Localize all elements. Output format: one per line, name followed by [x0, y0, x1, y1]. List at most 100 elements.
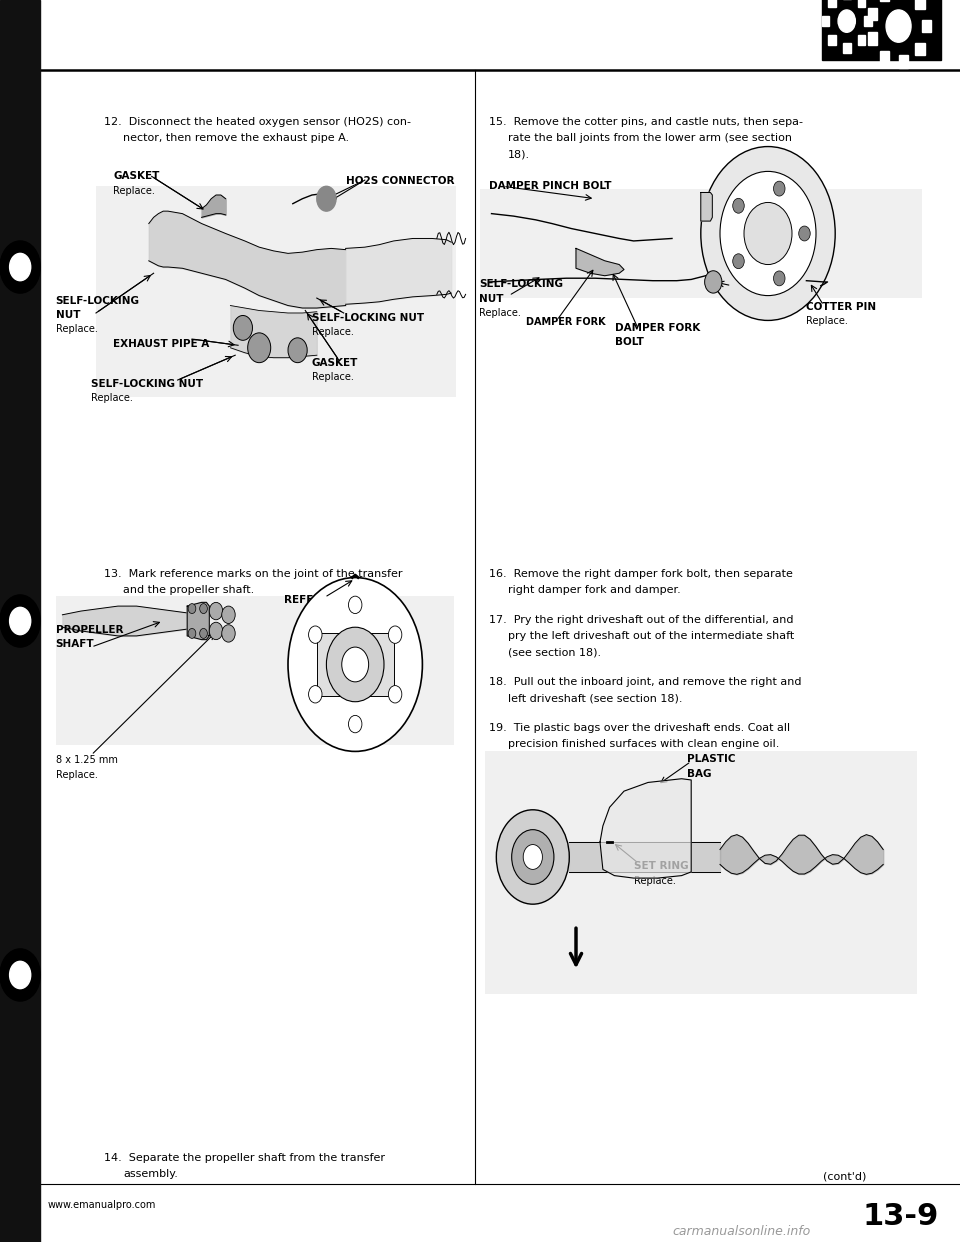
Text: Replace.: Replace.	[56, 770, 98, 780]
Text: Replace.: Replace.	[113, 185, 156, 196]
Circle shape	[200, 628, 207, 638]
Bar	[843, 43, 851, 53]
Circle shape	[10, 253, 31, 281]
Circle shape	[876, 0, 922, 56]
Text: GASKET: GASKET	[312, 358, 358, 368]
Circle shape	[744, 202, 792, 265]
Circle shape	[0, 241, 40, 293]
Circle shape	[886, 10, 911, 42]
Text: 18).: 18).	[508, 149, 530, 159]
Text: 17.  Pry the right driveshaft out of the differential, and: 17. Pry the right driveshaft out of the …	[489, 615, 793, 625]
Circle shape	[389, 686, 402, 703]
Circle shape	[523, 845, 542, 869]
Circle shape	[732, 253, 744, 268]
Bar	[868, 32, 877, 45]
Text: 15.  Remove the cotter pins, and castle nuts, then sepa-: 15. Remove the cotter pins, and castle n…	[489, 117, 803, 127]
Circle shape	[188, 604, 196, 614]
Circle shape	[799, 226, 810, 241]
Bar	[317, 633, 394, 696]
Text: DAMPER PINCH BOLT: DAMPER PINCH BOLT	[489, 181, 612, 191]
Bar	[879, 51, 889, 63]
Bar	[96, 186, 456, 397]
Polygon shape	[187, 602, 209, 640]
Bar	[915, 0, 924, 9]
Bar	[868, 7, 877, 20]
Text: rate the ball joints from the lower arm (see section: rate the ball joints from the lower arm …	[508, 133, 792, 143]
Circle shape	[774, 271, 785, 286]
Bar	[56, 596, 454, 745]
Text: Replace.: Replace.	[56, 324, 98, 334]
Text: EXHAUST PIPE A: EXHAUST PIPE A	[113, 339, 209, 349]
Circle shape	[829, 0, 864, 43]
Circle shape	[10, 961, 31, 989]
Text: 8 x 1.25 mm: 8 x 1.25 mm	[56, 755, 117, 765]
Text: pry the left driveshaft out of the intermediate shaft: pry the left driveshaft out of the inter…	[508, 631, 794, 641]
Text: DAMPER FORK: DAMPER FORK	[615, 323, 701, 333]
Circle shape	[348, 596, 362, 614]
Circle shape	[248, 333, 271, 363]
Text: 19.  Tie plastic bags over the driveshaft ends. Coat all: 19. Tie plastic bags over the driveshaft…	[489, 723, 790, 733]
Text: 13.  Mark reference marks on the joint of the transfer: 13. Mark reference marks on the joint of…	[104, 569, 402, 579]
Text: SELF-LOCKING NUT: SELF-LOCKING NUT	[91, 379, 204, 389]
Bar	[485, 751, 917, 994]
Bar	[822, 0, 941, 60]
Polygon shape	[701, 193, 712, 221]
Bar	[915, 43, 924, 56]
Circle shape	[732, 199, 744, 214]
Circle shape	[774, 181, 785, 196]
Circle shape	[389, 626, 402, 643]
Text: 12.  Disconnect the heated oxygen sensor (HO2S) con-: 12. Disconnect the heated oxygen sensor …	[104, 117, 411, 127]
Text: BOLT: BOLT	[615, 337, 644, 348]
Circle shape	[10, 607, 31, 635]
Text: www.emanualpro.com: www.emanualpro.com	[48, 1200, 156, 1210]
Circle shape	[496, 810, 569, 904]
Text: and the propeller shaft.: and the propeller shaft.	[123, 585, 254, 595]
Circle shape	[0, 595, 40, 647]
Circle shape	[348, 715, 362, 733]
Text: SHAFT: SHAFT	[56, 638, 94, 650]
Text: 18.  Pull out the inboard joint, and remove the right and: 18. Pull out the inboard joint, and remo…	[489, 677, 802, 687]
Text: Replace.: Replace.	[806, 315, 849, 327]
Bar	[858, 36, 866, 46]
Bar	[922, 20, 931, 32]
Text: 13-9: 13-9	[862, 1202, 939, 1231]
Circle shape	[317, 186, 336, 211]
Circle shape	[200, 604, 207, 614]
Bar	[899, 56, 908, 68]
Polygon shape	[600, 779, 691, 878]
Text: DAMPER FORK: DAMPER FORK	[526, 317, 606, 327]
Circle shape	[0, 949, 40, 1001]
Circle shape	[288, 578, 422, 751]
Circle shape	[342, 647, 369, 682]
Bar	[480, 189, 922, 298]
Text: Replace.: Replace.	[312, 327, 354, 338]
Circle shape	[308, 686, 322, 703]
Circle shape	[222, 625, 235, 642]
Bar	[822, 16, 829, 26]
Text: SELF-LOCKING NUT: SELF-LOCKING NUT	[312, 313, 424, 323]
Text: SELF-LOCKING: SELF-LOCKING	[479, 279, 563, 289]
Text: NUT: NUT	[479, 293, 504, 304]
Text: 14.  Separate the propeller shaft from the transfer: 14. Separate the propeller shaft from th…	[104, 1153, 385, 1163]
Circle shape	[701, 147, 835, 320]
Circle shape	[188, 628, 196, 638]
Text: BAG: BAG	[687, 769, 712, 779]
Text: CASTLE NUT: CASTLE NUT	[718, 282, 790, 292]
Circle shape	[326, 627, 384, 702]
Text: PROPELLER: PROPELLER	[56, 625, 123, 635]
Circle shape	[838, 10, 855, 32]
Text: Replace.: Replace.	[312, 373, 354, 383]
Circle shape	[233, 315, 252, 340]
Text: Replace.: Replace.	[91, 392, 133, 404]
Text: NUT: NUT	[56, 309, 81, 320]
Text: PLASTIC: PLASTIC	[687, 754, 736, 764]
Circle shape	[209, 602, 223, 620]
Polygon shape	[576, 248, 624, 276]
Circle shape	[222, 606, 235, 623]
Bar	[858, 0, 866, 6]
Text: Replace.: Replace.	[479, 308, 521, 318]
Text: SELF-LOCKING: SELF-LOCKING	[56, 296, 140, 306]
Circle shape	[308, 626, 322, 643]
Text: (cont'd): (cont'd)	[823, 1171, 866, 1181]
Text: left driveshaft (see section 18).: left driveshaft (see section 18).	[508, 693, 683, 703]
